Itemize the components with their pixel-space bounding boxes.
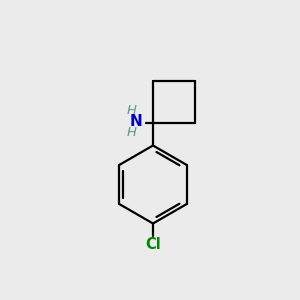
Text: Cl: Cl <box>145 237 161 252</box>
Text: H: H <box>127 126 137 140</box>
Text: N: N <box>130 114 142 129</box>
Text: H: H <box>127 103 137 117</box>
